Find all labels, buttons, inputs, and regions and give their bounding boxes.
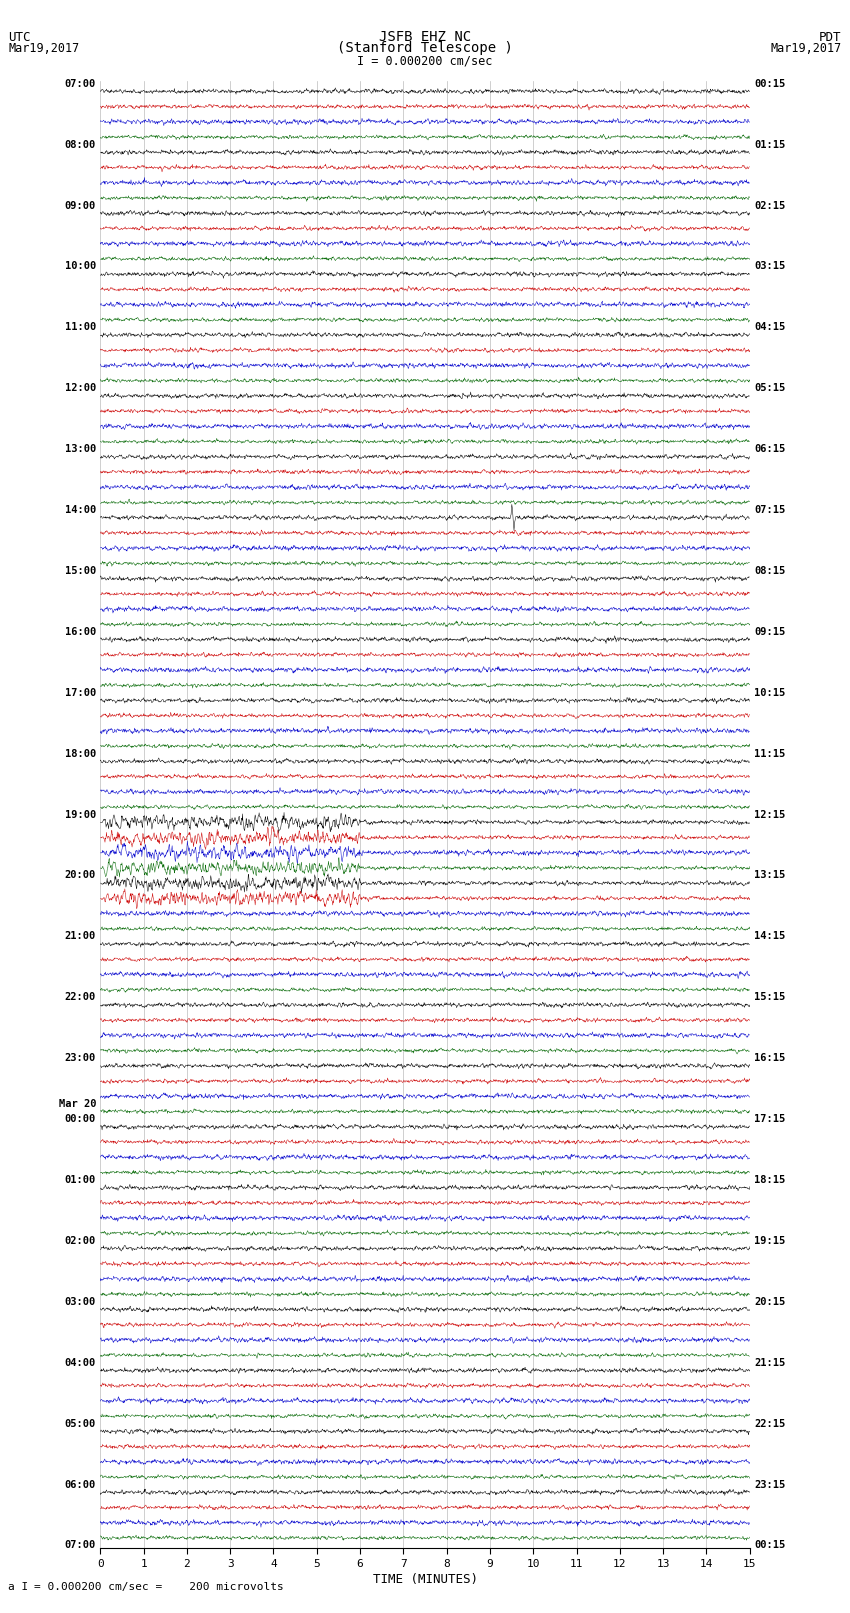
Text: 10:00: 10:00	[65, 261, 96, 271]
Text: 11:00: 11:00	[65, 323, 96, 332]
Text: 04:00: 04:00	[65, 1358, 96, 1368]
Text: = 0.000200 cm/sec =    200 microvolts: = 0.000200 cm/sec = 200 microvolts	[34, 1582, 284, 1592]
Text: 15:15: 15:15	[754, 992, 785, 1002]
Text: 17:00: 17:00	[65, 687, 96, 698]
Text: 08:00: 08:00	[65, 140, 96, 150]
Text: 17:15: 17:15	[754, 1115, 785, 1124]
Text: I = 0.000200 cm/sec: I = 0.000200 cm/sec	[357, 55, 493, 68]
X-axis label: TIME (MINUTES): TIME (MINUTES)	[372, 1573, 478, 1586]
Text: 12:15: 12:15	[754, 810, 785, 819]
Text: 00:15: 00:15	[754, 79, 785, 89]
Text: 23:15: 23:15	[754, 1479, 785, 1489]
Text: 09:15: 09:15	[754, 627, 785, 637]
Text: 20:00: 20:00	[65, 871, 96, 881]
Text: PDT: PDT	[819, 31, 842, 44]
Text: 05:15: 05:15	[754, 384, 785, 394]
Text: JSFB EHZ NC: JSFB EHZ NC	[379, 31, 471, 44]
Text: 01:15: 01:15	[754, 140, 785, 150]
Text: Mar19,2017: Mar19,2017	[770, 42, 842, 55]
Text: 02:15: 02:15	[754, 200, 785, 211]
Text: 07:15: 07:15	[754, 505, 785, 515]
Text: Mar19,2017: Mar19,2017	[8, 42, 80, 55]
Text: 06:00: 06:00	[65, 1479, 96, 1489]
Text: 21:00: 21:00	[65, 931, 96, 942]
Text: 23:00: 23:00	[65, 1053, 96, 1063]
Text: 00:15: 00:15	[754, 1540, 785, 1550]
Text: 03:00: 03:00	[65, 1297, 96, 1307]
Text: 00:00: 00:00	[65, 1115, 96, 1124]
Text: 18:00: 18:00	[65, 748, 96, 758]
Text: Mar 20: Mar 20	[59, 1098, 96, 1108]
Text: 13:15: 13:15	[754, 871, 785, 881]
Text: (Stanford Telescope ): (Stanford Telescope )	[337, 42, 513, 55]
Text: 10:15: 10:15	[754, 687, 785, 698]
Text: 16:00: 16:00	[65, 627, 96, 637]
Text: a I: a I	[8, 1582, 29, 1592]
Text: 21:15: 21:15	[754, 1358, 785, 1368]
Text: 03:15: 03:15	[754, 261, 785, 271]
Text: UTC: UTC	[8, 31, 31, 44]
Text: 16:15: 16:15	[754, 1053, 785, 1063]
Text: 11:15: 11:15	[754, 748, 785, 758]
Text: 19:00: 19:00	[65, 810, 96, 819]
Text: 19:15: 19:15	[754, 1236, 785, 1245]
Text: 18:15: 18:15	[754, 1174, 785, 1186]
Text: 07:00: 07:00	[65, 79, 96, 89]
Text: 14:00: 14:00	[65, 505, 96, 515]
Text: 05:00: 05:00	[65, 1418, 96, 1429]
Text: 14:15: 14:15	[754, 931, 785, 942]
Text: 22:15: 22:15	[754, 1418, 785, 1429]
Text: 09:00: 09:00	[65, 200, 96, 211]
Text: 15:00: 15:00	[65, 566, 96, 576]
Text: 12:00: 12:00	[65, 384, 96, 394]
Text: 08:15: 08:15	[754, 566, 785, 576]
Text: 02:00: 02:00	[65, 1236, 96, 1245]
Text: 20:15: 20:15	[754, 1297, 785, 1307]
Text: 13:00: 13:00	[65, 444, 96, 455]
Text: 07:00: 07:00	[65, 1540, 96, 1550]
Text: 04:15: 04:15	[754, 323, 785, 332]
Text: 22:00: 22:00	[65, 992, 96, 1002]
Text: 06:15: 06:15	[754, 444, 785, 455]
Text: 01:00: 01:00	[65, 1174, 96, 1186]
